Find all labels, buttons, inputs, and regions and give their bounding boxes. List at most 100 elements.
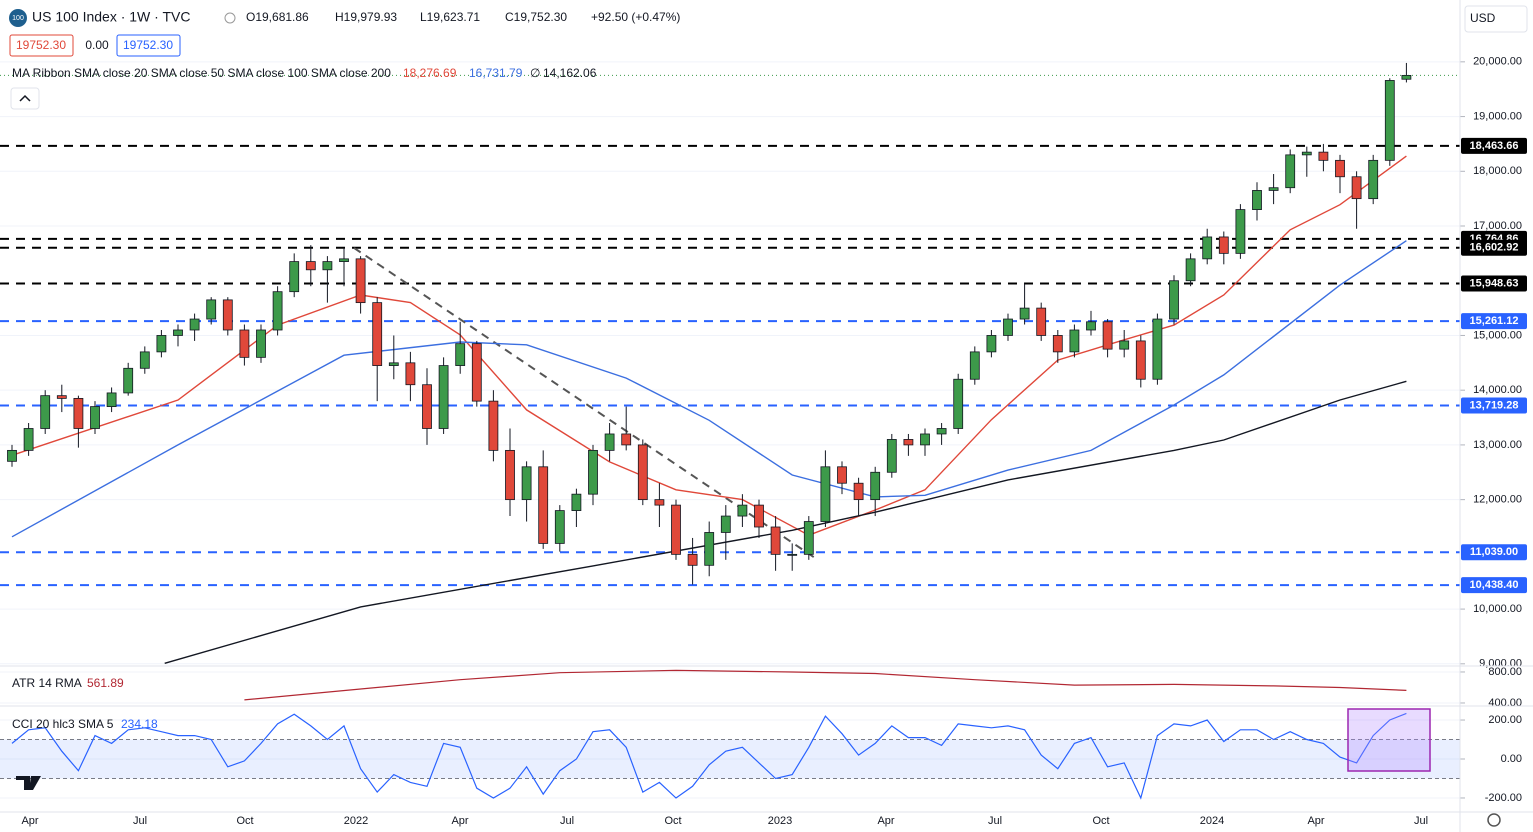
level-badge — [1461, 275, 1527, 292]
ma-legend: MA Ribbon SMA close 20 SMA close 50 SMA … — [12, 66, 391, 80]
ma200-value: 14,162.06 — [543, 66, 597, 80]
candle-body — [1335, 159, 1345, 178]
y-tick-label: 20,000.00 — [1473, 56, 1522, 68]
candle-body — [538, 466, 549, 544]
candle-body — [737, 504, 748, 517]
ohlc-open: O19,681.86 — [246, 10, 309, 24]
candle-body — [422, 384, 432, 429]
x-tick-label: Jul — [1414, 815, 1428, 827]
candle-body — [521, 466, 532, 501]
ma50-value: 16,731.79 — [469, 66, 523, 80]
y-tick-label: 13,000.00 — [1473, 439, 1522, 451]
candle-body — [272, 291, 283, 331]
candle-body — [1069, 329, 1080, 353]
candle-body — [1052, 335, 1063, 353]
candle-body — [289, 261, 300, 293]
candle-body — [488, 400, 499, 451]
level-label: 18,463.66 — [1470, 140, 1519, 152]
candle-body — [1003, 318, 1013, 336]
symbol-title[interactable]: US 100 Index · 1W · TVC — [32, 9, 190, 25]
ohlc-change: +92.50 (+0.47%) — [591, 10, 680, 24]
status-dot — [224, 12, 236, 24]
candle-body — [1169, 280, 1179, 320]
candle-body — [1235, 209, 1246, 254]
x-tick-label: 2024 — [1200, 815, 1224, 827]
candle-body — [886, 439, 897, 473]
candle-body — [754, 504, 764, 528]
buy-price: 19752.30 — [123, 38, 173, 52]
sell-badge[interactable] — [9, 34, 74, 57]
candle-body — [156, 335, 167, 353]
currency: USD — [1470, 11, 1496, 25]
x-tick-label: Apr — [451, 815, 468, 827]
candle-body — [704, 532, 715, 566]
sell-price: 19752.30 — [16, 38, 66, 52]
atr-line — [244, 669, 1407, 701]
candle-body — [637, 444, 648, 501]
candle-body — [671, 504, 681, 555]
ohlc-low: L19,623.71 — [420, 10, 480, 24]
atr-value: 561.89 — [87, 676, 124, 690]
settings-icon[interactable] — [1487, 813, 1501, 827]
candle-body — [803, 521, 814, 555]
x-tick-label: Oct — [1092, 815, 1109, 827]
collapse-button[interactable] — [10, 87, 40, 110]
level-label: 15,948.63 — [1470, 277, 1519, 289]
candle-body — [654, 499, 665, 506]
chevron-icon — [19, 94, 31, 102]
y-tick-label: 800.00 — [1488, 666, 1522, 678]
y-tick-label: 10,000.00 — [1473, 603, 1522, 615]
buy-badge[interactable] — [116, 34, 181, 57]
currency-button[interactable] — [1464, 5, 1528, 33]
candle-body — [588, 449, 598, 495]
x-tick-label: Oct — [664, 815, 681, 827]
ma20-value: 18,276.69 — [403, 66, 457, 80]
candle-body — [604, 433, 615, 451]
candle-body — [438, 365, 449, 429]
candle-body — [505, 449, 515, 501]
candle-body — [23, 428, 34, 451]
ma-line — [11, 240, 1407, 538]
candle-body — [1218, 236, 1229, 254]
level-label: 10,438.40 — [1470, 579, 1519, 591]
candle-body — [1351, 176, 1362, 200]
y-tick-label: 400.00 — [1488, 697, 1522, 709]
candle-body — [471, 343, 482, 402]
ma100-value: ∅ — [530, 66, 540, 80]
candle-body — [206, 299, 217, 320]
highlight-box — [1347, 708, 1431, 772]
candle-body — [920, 433, 930, 446]
x-tick-label: Jul — [988, 815, 1002, 827]
candle-body — [1318, 151, 1329, 161]
level-badge — [1461, 239, 1527, 256]
candle-body — [1368, 159, 1379, 200]
candle-body — [853, 482, 864, 501]
candle-body — [139, 351, 150, 369]
y-tick-label: 12,000.00 — [1473, 494, 1522, 506]
candle-body — [7, 449, 17, 462]
x-tick-label: Jul — [560, 815, 574, 827]
candle-body — [687, 553, 698, 566]
y-tick-label: -200.00 — [1485, 792, 1522, 804]
candle-body — [1401, 74, 1412, 80]
y-tick-label: 18,000.00 — [1473, 165, 1522, 177]
candle-body — [1202, 236, 1213, 260]
candle-body — [173, 329, 183, 336]
level-label: 15,261.12 — [1470, 315, 1519, 327]
atr-label: ATR 14 RMA — [12, 676, 82, 690]
candle-body — [1152, 318, 1163, 380]
symbol-logo — [9, 9, 27, 27]
y-tick-label: 0.00 — [1501, 753, 1522, 765]
candle-body — [123, 367, 134, 394]
y-tick-label: 19,000.00 — [1473, 110, 1522, 122]
ohlc-close: C19,752.30 — [505, 10, 567, 24]
candle-body — [106, 392, 117, 408]
cci-line — [11, 712, 1407, 800]
candle-body — [820, 466, 831, 522]
candle-body — [388, 362, 399, 366]
cci-label: CCI 20 hlc3 SMA 5 — [12, 717, 114, 731]
candle-body — [222, 299, 233, 331]
candle-body — [305, 261, 316, 271]
